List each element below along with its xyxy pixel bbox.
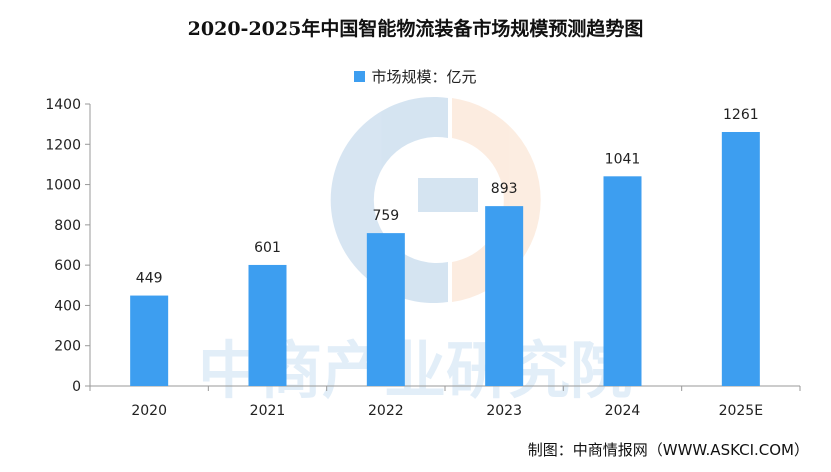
y-tick-label: 200	[54, 339, 81, 355]
data-label: 893	[491, 181, 518, 197]
x-tick-label: 2022	[368, 403, 404, 419]
y-tick-label: 1200	[45, 137, 81, 153]
data-label: 1041	[605, 151, 641, 167]
x-tick-label: 2025E	[719, 403, 763, 419]
x-tick-label: 2023	[486, 403, 522, 419]
chart-title: 2020-2025年中国智能物流装备市场规模预测趋势图	[187, 18, 644, 40]
x-tick-label: 2024	[605, 403, 641, 419]
bar	[366, 233, 405, 386]
x-tick-label: 2021	[250, 403, 286, 419]
y-tick-label: 400	[54, 298, 81, 314]
y-tick-label: 0	[72, 379, 81, 395]
data-label: 759	[372, 208, 399, 224]
y-tick-label: 600	[54, 258, 81, 274]
bar	[130, 295, 169, 386]
bar	[603, 176, 642, 386]
y-tick-label: 800	[54, 218, 81, 234]
x-tick-label: 2020	[131, 403, 167, 419]
source-note: 制图：中商情报网（WWW.ASKCI.COM）	[527, 441, 809, 459]
y-tick-label: 1000	[45, 178, 81, 194]
legend: 市场规模：亿元	[0, 66, 831, 87]
bar	[248, 264, 287, 386]
data-label: 1261	[723, 107, 759, 123]
y-tick-label: 1400	[45, 97, 81, 113]
data-label: 449	[136, 271, 163, 287]
data-label: 601	[254, 240, 281, 256]
bar	[485, 206, 524, 386]
bar	[721, 131, 760, 386]
legend-label: 市场规模：亿元	[371, 68, 477, 86]
legend-swatch	[354, 71, 366, 82]
